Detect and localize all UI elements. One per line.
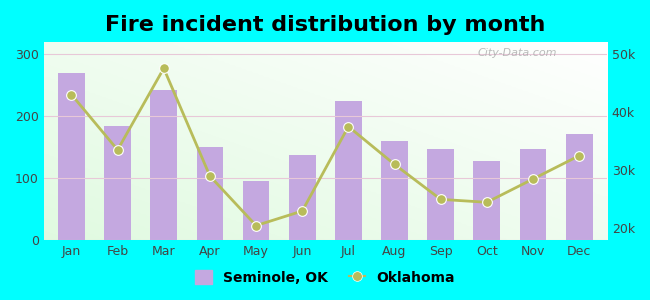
Bar bbox=[196, 147, 224, 240]
Bar bbox=[335, 101, 362, 240]
Text: City-Data.com: City-Data.com bbox=[477, 48, 557, 58]
Bar bbox=[519, 149, 547, 240]
Bar bbox=[150, 90, 177, 240]
Bar bbox=[381, 141, 408, 240]
Bar bbox=[289, 155, 316, 240]
Bar bbox=[566, 134, 593, 240]
Bar bbox=[473, 161, 500, 240]
Legend: Seminole, OK, Oklahoma: Seminole, OK, Oklahoma bbox=[190, 264, 460, 290]
Bar bbox=[242, 181, 270, 240]
Title: Fire incident distribution by month: Fire incident distribution by month bbox=[105, 15, 545, 35]
Bar bbox=[58, 73, 84, 240]
Bar bbox=[427, 148, 454, 240]
Bar bbox=[104, 126, 131, 240]
